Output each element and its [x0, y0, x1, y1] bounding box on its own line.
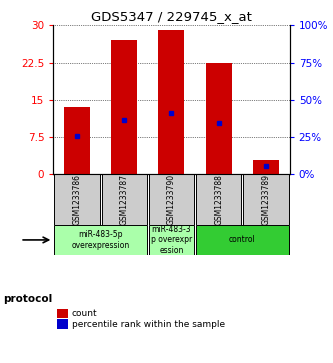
- FancyBboxPatch shape: [196, 225, 289, 255]
- Bar: [64, 107, 90, 174]
- FancyBboxPatch shape: [54, 225, 147, 255]
- Bar: [206, 62, 232, 174]
- Text: GSM1233786: GSM1233786: [72, 174, 82, 225]
- Text: count: count: [72, 309, 97, 318]
- FancyBboxPatch shape: [196, 174, 241, 225]
- Text: protocol: protocol: [3, 294, 53, 305]
- Text: miR-483-5p
overexpression: miR-483-5p overexpression: [72, 230, 130, 250]
- Text: GSM1233788: GSM1233788: [214, 174, 223, 225]
- Text: miR-483-3
p overexpr
ession: miR-483-3 p overexpr ession: [151, 225, 192, 255]
- Text: percentile rank within the sample: percentile rank within the sample: [72, 320, 225, 329]
- FancyBboxPatch shape: [149, 225, 194, 255]
- Bar: [159, 30, 184, 174]
- Bar: [111, 40, 137, 174]
- FancyBboxPatch shape: [243, 174, 289, 225]
- Text: GSM1233790: GSM1233790: [167, 174, 176, 225]
- FancyBboxPatch shape: [102, 174, 147, 225]
- FancyBboxPatch shape: [149, 174, 194, 225]
- FancyBboxPatch shape: [54, 174, 100, 225]
- Title: GDS5347 / 229745_x_at: GDS5347 / 229745_x_at: [91, 10, 252, 23]
- Text: GSM1233787: GSM1233787: [120, 174, 129, 225]
- Text: GSM1233789: GSM1233789: [261, 174, 271, 225]
- Text: control: control: [229, 236, 256, 244]
- Bar: [253, 160, 279, 174]
